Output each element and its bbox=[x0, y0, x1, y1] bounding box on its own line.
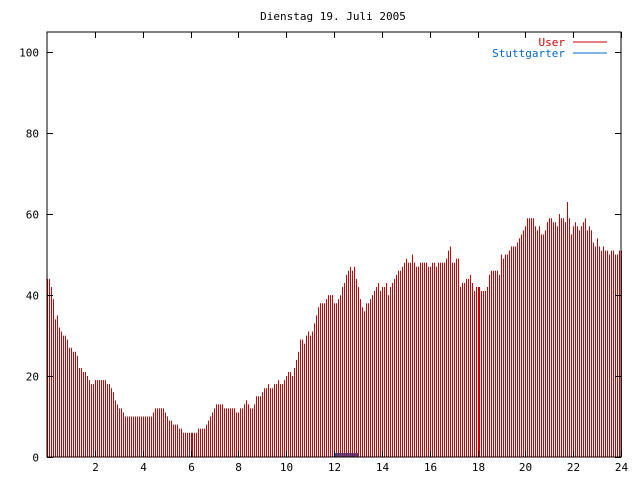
series-stuttgarter bbox=[335, 452, 358, 457]
y-tick-label: 100 bbox=[19, 47, 39, 60]
x-tick-label: 10 bbox=[280, 461, 293, 474]
y-tick-label: 80 bbox=[26, 128, 39, 141]
x-tick-label: 24 bbox=[615, 461, 629, 474]
legend-label-stuttgarter: Stuttgarter bbox=[492, 47, 565, 60]
x-tick-label: 18 bbox=[472, 461, 485, 474]
plot-marks bbox=[47, 202, 622, 457]
x-tick-label: 14 bbox=[376, 461, 390, 474]
y-tick-label: 60 bbox=[26, 209, 39, 222]
x-tick-label: 6 bbox=[188, 461, 195, 474]
x-tick-label: 16 bbox=[424, 461, 437, 474]
series-user bbox=[47, 202, 622, 457]
chart-title: Dienstag 19. Juli 2005 bbox=[260, 10, 406, 23]
y-tick-label: 20 bbox=[26, 371, 39, 384]
x-tick-label: 2 bbox=[92, 461, 99, 474]
x-tick-label: 22 bbox=[567, 461, 580, 474]
x-tick-label: 8 bbox=[235, 461, 242, 474]
legend: User Stuttgarter bbox=[492, 36, 607, 60]
y-tick-label: 40 bbox=[26, 290, 39, 303]
x-tick-label: 4 bbox=[140, 461, 147, 474]
x-tick-label: 20 bbox=[519, 461, 532, 474]
legend-label-user: User bbox=[539, 36, 566, 49]
x-tick-label: 12 bbox=[328, 461, 341, 474]
y-tick-label: 0 bbox=[32, 452, 39, 465]
